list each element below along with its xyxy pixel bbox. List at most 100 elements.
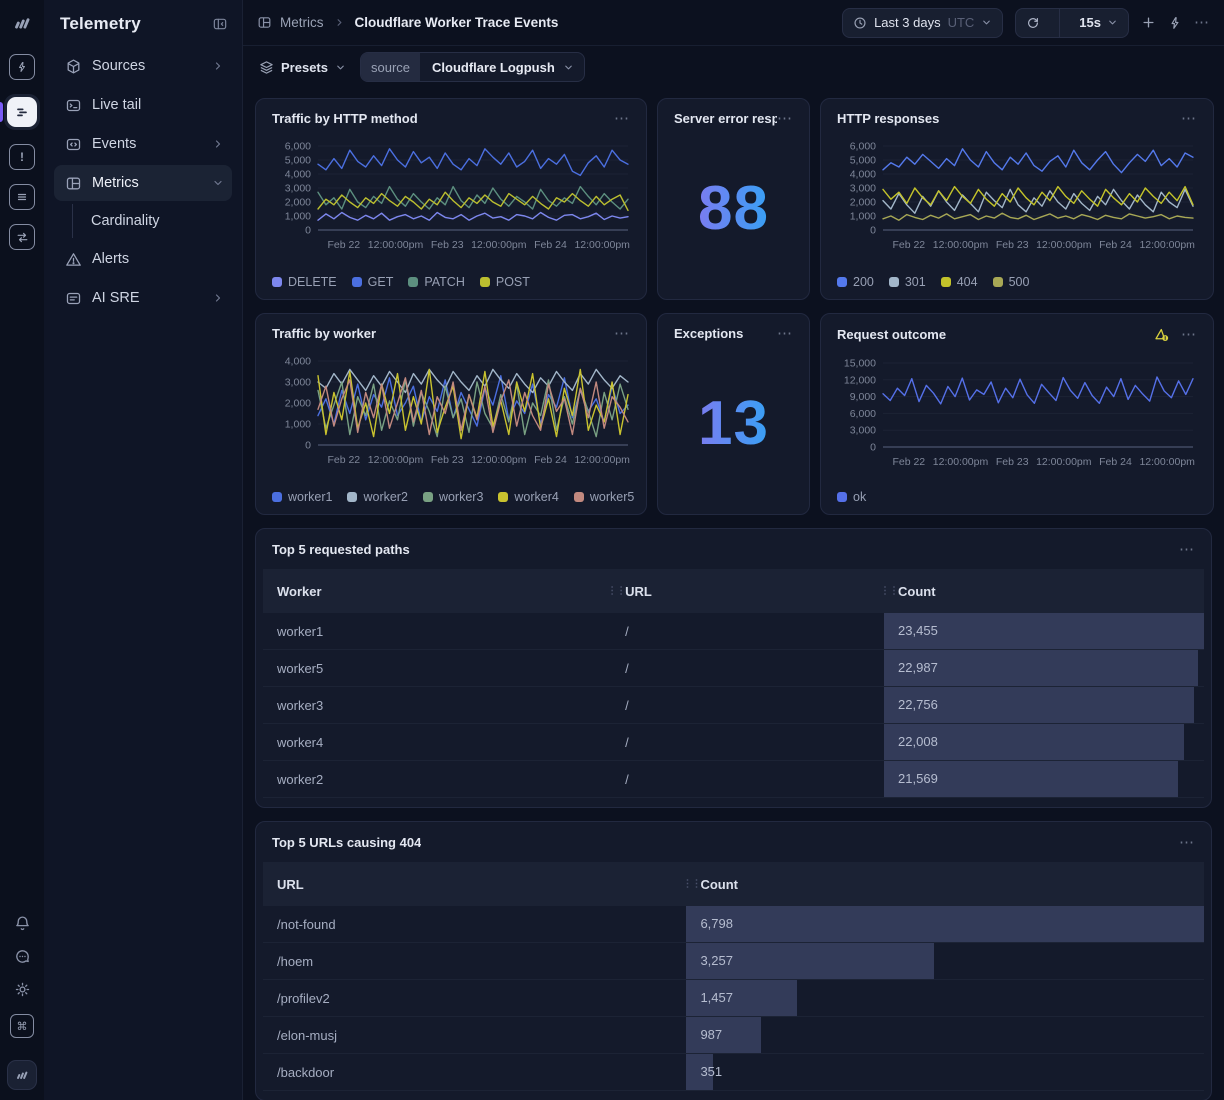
card-menu-button[interactable]: ⋯ [777,111,793,126]
sidebar-item-metrics[interactable]: Metrics [54,165,232,201]
column-header-url[interactable]: ⋮⋮URL [611,569,884,613]
legend-item[interactable]: worker2 [347,490,407,504]
metrics-grid-icon [257,15,272,30]
sidebar-item-label: Live tail [92,97,141,113]
chart-legend: ok [837,490,1197,506]
bolt-icon [9,54,35,80]
svg-text:1,000: 1,000 [285,419,311,431]
time-range-label: Last 3 days [874,15,941,30]
svg-text:12:00:00pm: 12:00:00pm [1036,239,1092,251]
sidebar-item-label: Alerts [92,251,129,267]
warning-triangle-icon [64,251,82,268]
time-range-picker[interactable]: Last 3 days UTC [842,8,1003,38]
sidebar-item-sources[interactable]: Sources [54,48,232,84]
column-header-count[interactable]: ⋮⋮Count [686,862,1204,906]
column-resize-handle[interactable]: ⋮⋮ [880,586,898,597]
breadcrumb-section[interactable]: Metrics [280,15,324,30]
column-resize-handle[interactable]: ⋮⋮ [607,586,625,597]
svg-text:Feb 24: Feb 24 [534,239,567,251]
table-row: /profilev2 1,457 [263,980,1204,1017]
column-header-count[interactable]: ⋮⋮Count [884,569,1204,613]
svg-text:0: 0 [870,225,876,237]
legend-item[interactable]: 404 [941,275,978,289]
account-avatar[interactable] [7,1060,37,1090]
app-logo-icon[interactable] [9,10,35,36]
column-header-url[interactable]: URL [263,862,686,906]
presets-dropdown[interactable]: Presets [259,60,346,75]
sidebar-nav: Telemetry Sources Live tail Events Metri… [44,0,243,1100]
breadcrumb-chevron-icon [334,17,345,28]
svg-text:3,000: 3,000 [285,377,311,389]
more-options-button[interactable]: ⋯ [1194,15,1210,30]
svg-text:Feb 23: Feb 23 [431,239,464,251]
svg-text:12:00:00pm: 12:00:00pm [1036,456,1092,468]
rail-item-bolt[interactable] [0,54,44,80]
rail-item-alerts[interactable]: ! [0,144,44,170]
theme-sun-icon[interactable] [0,981,44,998]
rail-item-flows[interactable] [0,224,44,250]
alert-square-icon: ! [9,144,35,170]
legend-item[interactable]: worker5 [574,490,634,504]
rail-item-logs[interactable] [0,184,44,210]
legend-item[interactable]: 200 [837,275,874,289]
sidebar-item-alerts[interactable]: Alerts [54,241,232,277]
svg-text:Feb 23: Feb 23 [431,454,464,466]
legend-item[interactable]: PATCH [408,275,465,289]
sidebar-item-label: Sources [92,58,145,74]
legend-item[interactable]: DELETE [272,275,337,289]
card-menu-button[interactable]: ⋯ [1181,111,1197,126]
sidebar-item-ai-sre[interactable]: AI SRE [54,280,232,316]
legend-item[interactable]: ok [837,490,866,504]
flows-icon [9,224,35,250]
table-row: worker5/ 22,987 [263,650,1204,687]
svg-text:4,000: 4,000 [285,356,311,368]
legend-item[interactable]: 500 [993,275,1030,289]
line-chart: 01,0002,0003,0004,0005,0006,000Feb 2212:… [837,138,1197,260]
card-title: Traffic by worker [272,326,376,341]
legend-item[interactable]: worker1 [272,490,332,504]
shortcuts-command-icon[interactable]: ⌘ [0,1014,44,1038]
chevron-right-icon [212,138,224,150]
refresh-interval-select[interactable]: 15s [1069,15,1128,30]
card-menu-button[interactable]: ⋯ [1181,327,1197,342]
sidebar-item-cardinality[interactable]: Cardinality [73,204,232,238]
clock-icon [853,16,867,30]
card-menu-button[interactable]: ⋯ [614,111,630,126]
svg-text:12:00:00pm: 12:00:00pm [574,454,630,466]
svg-text:12:00:00pm: 12:00:00pm [471,454,527,466]
data-table: Worker ⋮⋮URL ⋮⋮Count worker1/ 23,455 wor… [263,569,1204,798]
bolt-button[interactable] [1168,16,1182,30]
dashboard-scroll-area[interactable]: Traffic by HTTP method ⋯ 01,0002,0003,00… [243,88,1224,1100]
svg-text:2,000: 2,000 [850,197,876,209]
column-resize-handle[interactable]: ⋮⋮ [682,879,700,890]
svg-text:12:00:00pm: 12:00:00pm [933,456,989,468]
card-menu-button[interactable]: ⋯ [777,326,793,341]
card-menu-button[interactable]: ⋯ [1179,835,1195,850]
breadcrumb-page-title: Cloudflare Worker Trace Events [355,15,559,30]
legend-item[interactable]: worker3 [423,490,483,504]
sidebar-item-live-tail[interactable]: Live tail [54,87,232,123]
legend-item[interactable]: POST [480,275,530,289]
warning-badge-icon[interactable] [1153,326,1171,343]
legend-item[interactable]: 301 [889,275,926,289]
legend-item[interactable]: worker4 [498,490,558,504]
layers-icon [259,60,274,75]
svg-text:4,000: 4,000 [285,169,311,181]
sidebar-item-events[interactable]: Events [54,126,232,162]
table-row: /hoem 3,257 [263,943,1204,980]
chevron-right-icon [212,60,224,72]
card-menu-button[interactable]: ⋯ [1179,542,1195,557]
add-button[interactable] [1141,15,1156,30]
column-header-worker[interactable]: Worker [263,569,611,613]
collapse-sidebar-icon[interactable] [212,16,228,32]
card-menu-button[interactable]: ⋯ [614,326,630,341]
source-filter[interactable]: source Cloudflare Logpush [360,52,585,82]
svg-text:Feb 22: Feb 22 [327,454,360,466]
notifications-bell-icon[interactable] [0,915,44,932]
table-row: worker4/ 22,008 [263,724,1204,761]
svg-text:1,000: 1,000 [285,211,311,223]
rail-item-live-tail-active[interactable] [0,94,44,130]
refresh-button[interactable] [1016,16,1050,30]
legend-item[interactable]: GET [352,275,394,289]
feedback-chat-icon[interactable] [0,948,44,965]
